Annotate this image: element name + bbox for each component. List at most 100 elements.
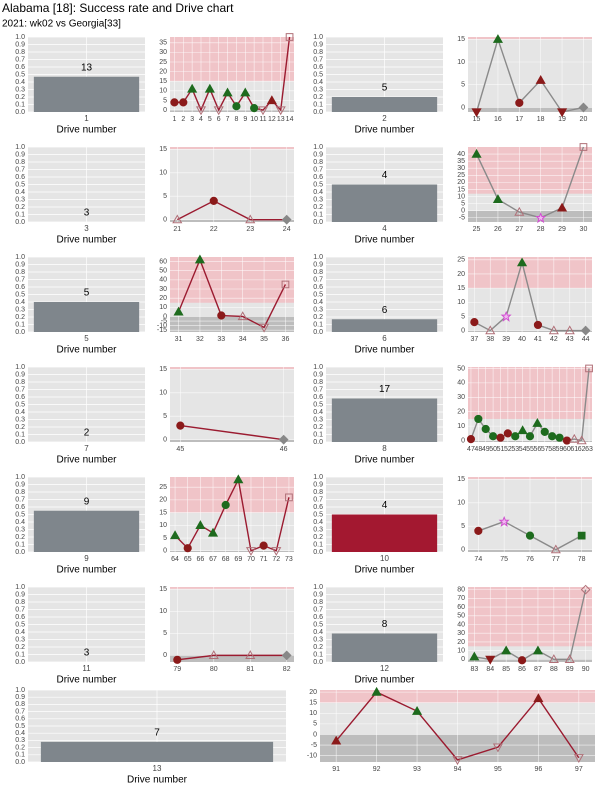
y-tick-label: 0.2 (313, 424, 323, 431)
y-tick-label: 0.4 (313, 79, 323, 86)
y-tick-label: 0.3 (313, 196, 323, 203)
x-tick-label: 79 (173, 666, 181, 673)
y-tick-label: 0.6 (15, 64, 25, 71)
play-marker (516, 257, 528, 267)
y-tick-label: 1.0 (313, 364, 323, 371)
y-tick-label: 0.0 (313, 549, 323, 556)
y-tick-label: 0.7 (313, 56, 323, 63)
y-tick-label: 0.1 (15, 651, 25, 658)
x-axis-label: Drive number (56, 565, 117, 576)
y-tick-label: 0.1 (313, 431, 323, 438)
x-tick-label: 73 (285, 556, 293, 563)
y-tick-label: -10 (307, 752, 317, 759)
y-tick-label: 80 (457, 586, 465, 593)
x-tick-label: 82 (283, 666, 291, 673)
x-tick-label: 70 (247, 556, 255, 563)
play-marker (540, 427, 549, 437)
y-tick-label: 0.7 (313, 386, 323, 393)
success-bar (331, 514, 438, 552)
play-marker (550, 544, 561, 554)
y-tick-label: 0.1 (313, 211, 323, 218)
x-tick-label: 22 (210, 226, 218, 233)
y-tick-label: 15 (159, 366, 167, 373)
y-tick-label: 0.1 (313, 541, 323, 548)
y-tick-label: 0.7 (313, 276, 323, 283)
x-tick-label: 39 (502, 336, 510, 343)
y-tick-label: 0.4 (313, 409, 323, 416)
x-tick-label: 50 (489, 446, 497, 453)
x-tick-label: 94 (454, 766, 462, 773)
play-marker (548, 654, 559, 664)
y-tick-label: 0.5 (15, 71, 25, 78)
x-tick-label: 32 (196, 336, 204, 343)
x-tick-label: 54 (519, 446, 527, 453)
y-tick-label: 5 (461, 313, 465, 320)
y-tick-label: 0.8 (313, 489, 323, 496)
y-tick-label: 0 (461, 656, 465, 663)
y-tick-label: 0.5 (15, 511, 25, 518)
y-tick-label: 0.5 (313, 71, 323, 78)
y-tick-label: 5 (163, 535, 167, 542)
y-tick-label: 30 (159, 286, 167, 293)
play-marker (532, 418, 543, 427)
play-count-label: 13 (81, 62, 93, 73)
y-tick-label: 0.4 (313, 629, 323, 636)
success-shade (170, 477, 294, 513)
y-tick-label: 0.9 (15, 151, 25, 158)
y-tick-label: 25 (457, 172, 465, 179)
play-count-label: 3 (84, 208, 90, 219)
x-tick-label: 23 (246, 226, 254, 233)
y-tick-label: 0.6 (313, 394, 323, 401)
y-tick-label: 0.9 (15, 371, 25, 378)
x-tick-label: 10 (380, 554, 389, 563)
y-tick-label: -10 (157, 322, 167, 329)
play-marker (173, 655, 182, 664)
success-bar (331, 633, 438, 662)
play-marker (580, 325, 591, 336)
y-tick-label: 0.3 (15, 86, 25, 93)
y-tick-label: 0.1 (313, 651, 323, 658)
y-tick-label: 1.0 (313, 144, 323, 151)
x-axis-label: Drive number (56, 455, 117, 466)
play-marker (285, 493, 293, 502)
y-tick-label: 20 (159, 68, 167, 75)
y-tick-label: 1.0 (15, 584, 25, 591)
y-tick-label: 0.7 (15, 606, 25, 613)
x-tick-label: 31 (175, 336, 183, 343)
y-tick-label: 0 (313, 731, 317, 738)
x-tick-label: 84 (486, 666, 494, 673)
play-marker (240, 87, 251, 97)
y-tick-label: 50 (457, 613, 465, 620)
y-tick-label: 0 (163, 652, 167, 659)
x-tick-label: 33 (217, 336, 225, 343)
y-tick-label: 35 (159, 40, 167, 47)
x-tick-label: 95 (494, 766, 502, 773)
y-tick-label: 10 (159, 390, 167, 397)
play-marker (266, 95, 277, 105)
play-marker (169, 530, 181, 540)
x-tick-label: 38 (486, 336, 494, 343)
y-tick-label: 0.8 (15, 269, 25, 276)
play-marker (469, 651, 480, 661)
play-marker (532, 645, 544, 655)
y-tick-label: 0.8 (313, 379, 323, 386)
x-tick-label: 12 (380, 664, 389, 673)
play-marker (221, 500, 230, 510)
y-tick-label: 1.0 (313, 584, 323, 591)
x-tick-label: 4 (199, 116, 203, 123)
y-tick-label: 0 (163, 437, 167, 444)
subtitle: 2021: wk02 vs Georgia[33] (2, 19, 121, 30)
y-tick-label: 0.7 (15, 708, 25, 715)
y-tick-label: 0.4 (15, 409, 25, 416)
y-tick-label: 5 (461, 82, 465, 89)
y-tick-label: 0.6 (15, 284, 25, 291)
y-tick-label: 20 (457, 179, 465, 186)
x-tick-label: 5 (208, 116, 212, 123)
y-tick-label: 40 (457, 621, 465, 628)
play-marker (281, 650, 292, 661)
y-tick-label: 15 (457, 285, 465, 292)
y-tick-label: 30 (457, 630, 465, 637)
panel (170, 587, 294, 662)
y-tick-label: 0.3 (15, 526, 25, 533)
x-tick-label: 85 (502, 666, 510, 673)
